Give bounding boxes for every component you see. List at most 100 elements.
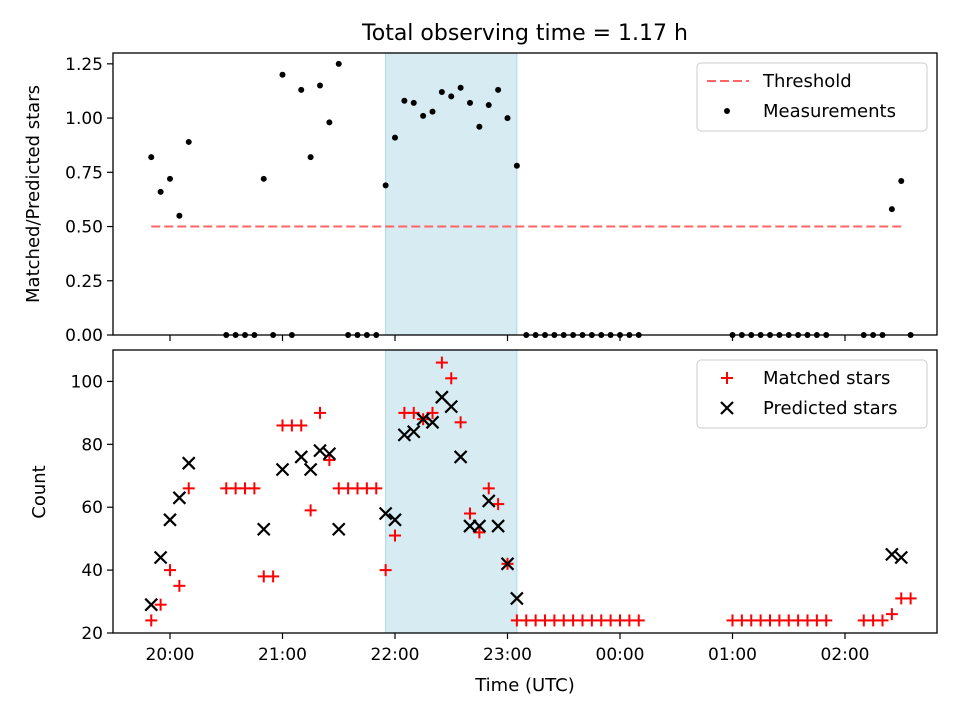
cross-b (472, 519, 487, 533)
measurement-point (176, 212, 183, 219)
matched-star-point (314, 406, 326, 419)
predicted-star-point (153, 550, 168, 565)
predicted-star-point (444, 399, 459, 414)
cross-b (885, 547, 899, 562)
measurement-point (317, 82, 323, 89)
predicted-star-point (163, 513, 177, 527)
predicted-star-point (256, 522, 271, 537)
matched-star-point (904, 592, 917, 605)
x-tick-label: 01:00 (708, 645, 757, 665)
measurement-point (476, 123, 483, 130)
legend-label: Matched stars (763, 368, 890, 389)
matched-star-point (445, 372, 458, 385)
matched-star-point (248, 482, 261, 495)
cross-b (435, 390, 449, 404)
y-axis-label-bottom: Count (29, 465, 50, 518)
y-tick-label: 0.00 (65, 326, 103, 346)
matched-star-point (820, 614, 833, 627)
matched-star-point (482, 482, 495, 495)
legend-label: Threshold (762, 71, 852, 92)
legend-label: Measurements (763, 101, 896, 122)
legend: Matched stars Predicted stars (696, 359, 928, 429)
matched-star-point (323, 454, 336, 467)
predicted-star-point (313, 443, 327, 458)
measurement-point (157, 188, 164, 195)
matched-star-point (267, 570, 280, 583)
cross-b (453, 450, 468, 464)
x-tick-label: 21:00 (258, 645, 307, 665)
cross-b (416, 412, 430, 426)
matched-star-point (164, 564, 176, 577)
y-tick-label: 0.25 (65, 272, 103, 292)
cross-b (331, 522, 346, 537)
predicted-star-point (388, 513, 402, 527)
legend: Threshold Measurements (696, 62, 928, 132)
axes-frame (112, 52, 938, 336)
cross-b (313, 443, 327, 458)
measurement-point (260, 175, 267, 182)
predicted-star-point (144, 597, 159, 612)
measurement-point (326, 119, 333, 126)
predicted-star-point (378, 506, 393, 521)
y-tick-label: 100 (71, 372, 103, 392)
measurement-point (495, 86, 502, 93)
y-axis-label-top: Matched/Predicted stars (23, 85, 44, 303)
panel-count: 20 40 60 80 100 20:00 21:00 22:00 23:00 00:00 01:0… (71, 349, 938, 665)
predicted-star-point (303, 462, 318, 477)
predicted-star-point (397, 428, 412, 442)
cross-b (378, 506, 393, 521)
x-tick-label: 20:00 (146, 645, 195, 665)
predicted-star-point (294, 450, 309, 464)
legend-box (696, 359, 928, 429)
measurement-point (485, 102, 492, 109)
x-tick-label: 00:00 (596, 645, 645, 665)
measurement-point (467, 99, 473, 106)
y-tick-label: 1.25 (65, 55, 103, 75)
y-tick-label: 80 (81, 435, 103, 455)
predicted-star-point (172, 491, 187, 505)
y-tick-label: 1.00 (65, 109, 103, 129)
legend-matched-swatch (721, 372, 733, 384)
legend-box (696, 62, 928, 132)
cross-b (894, 550, 909, 565)
cross-b (481, 494, 496, 508)
matched-star-point (379, 564, 392, 577)
predicted-star-point (894, 550, 909, 565)
x-tick-label: 23:00 (483, 645, 532, 665)
legend-predicted-swatch (720, 401, 734, 415)
measurement-point (148, 154, 155, 161)
cross-b (181, 456, 196, 470)
y-tick-label: 0.75 (65, 163, 103, 183)
measurement-point (420, 112, 427, 119)
predicted-star-point (500, 557, 515, 571)
cross-b (510, 591, 524, 606)
predicted-star-point (416, 412, 430, 426)
matched-star-point (304, 504, 317, 517)
matched-star-point (154, 598, 167, 611)
cross-b (425, 415, 440, 430)
chart-title: Total observing time = 1.17 h (361, 21, 688, 46)
y-tick-label: 20 (81, 624, 103, 644)
measurement-point (307, 154, 314, 161)
cross-b (256, 522, 271, 537)
predicted-star-point (481, 494, 496, 508)
predicted-star-point (406, 424, 421, 439)
matched-star-point (492, 498, 505, 511)
matched-star-point (370, 482, 383, 495)
measurement-point (504, 115, 511, 122)
x-tick-label: 22:00 (371, 645, 420, 665)
panel-ratio: 0.00 0.25 0.50 0.75 1.00 1.25 Threshold Measure… (65, 52, 938, 346)
measurement-point (382, 182, 389, 189)
cross-b (172, 491, 187, 505)
matched-star-point (295, 419, 308, 432)
predicted-star-point (491, 519, 505, 533)
matched-star-point (173, 579, 186, 592)
measurement-point (457, 84, 464, 91)
cross-b (322, 446, 337, 461)
axes-frame (112, 349, 938, 634)
legend-measurement-swatch (724, 108, 730, 114)
measurement-point (898, 177, 905, 184)
cross-b (500, 557, 515, 571)
measurement-point (401, 97, 408, 104)
